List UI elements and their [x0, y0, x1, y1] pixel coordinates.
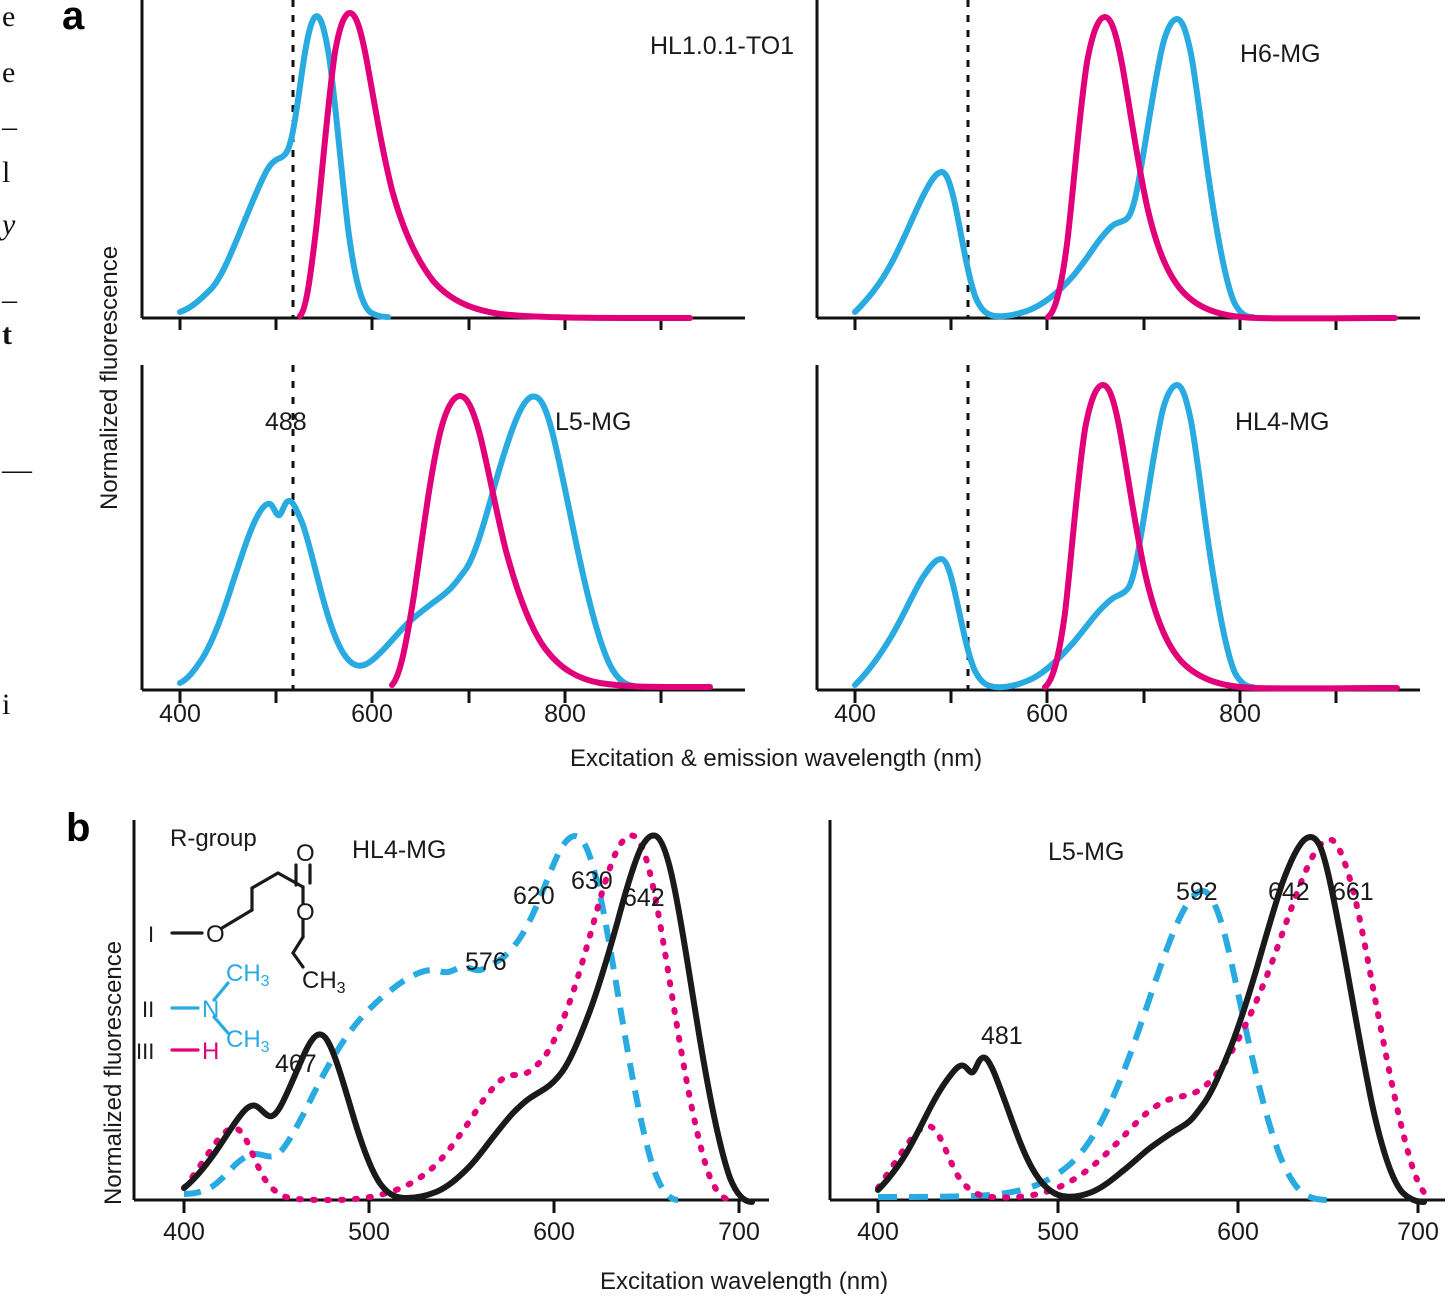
peak-label-467: 467 [275, 1050, 317, 1078]
peak-label-592: 592 [1176, 878, 1218, 906]
chart-hl4-mg-a [815, 365, 1420, 703]
panel-b-letter: b [66, 806, 91, 850]
excitation-curve-a4 [852, 382, 1256, 691]
x-tick-label: 400 [857, 1218, 899, 1246]
chart-hl4-mg-b [132, 820, 769, 1213]
chart-hl101-to1 [140, 0, 745, 330]
chart-l5-mg-a [140, 365, 745, 703]
x-tick-label: 600 [1217, 1218, 1259, 1246]
axes-b1 [132, 820, 769, 1213]
subplot-title-hl101-to1: HL1.0.1-TO1 [650, 32, 795, 60]
x-ticks-a1 [178, 318, 663, 330]
atom-label-o3: O [296, 899, 315, 926]
chemical-structure-diagram: O O O CH3 N CH3 CH3 H [170, 840, 346, 1065]
peak-label-630: 630 [571, 867, 613, 895]
x-tick-label: 600 [351, 700, 393, 728]
peak-label-576: 576 [465, 948, 507, 976]
peak-label-620: 620 [513, 882, 555, 910]
panel-b-x-axis-label: Excitation wavelength (nm) [600, 1268, 889, 1295]
structure-bonds-black [170, 863, 312, 969]
margin-text-fragment: y [2, 208, 16, 241]
legend-numeral-II: II [142, 997, 155, 1022]
r-group-legend-title: R-group [170, 825, 257, 852]
peak-label-661: 661 [1332, 878, 1374, 906]
series-I-curve-b1 [181, 832, 755, 1205]
structure-bonds-cyan [170, 981, 230, 1035]
subplot-title-hl4-mg-b: HL4-MG [352, 836, 447, 864]
series-III-curve-b2 [875, 836, 1435, 1203]
emission-curve-a3 [389, 393, 713, 690]
atom-label-o2: O [296, 840, 315, 867]
margin-text-fragment: t [2, 318, 12, 351]
subplot-title-l5-mg-b: L5-MG [1048, 838, 1125, 866]
x-ticks-b2 [876, 1200, 1420, 1213]
margin-text-fragment: l [2, 156, 11, 189]
x-tick-label: 500 [348, 1218, 390, 1246]
margin-text-fragment: — [2, 453, 32, 486]
margin-text-fragment: e [2, 0, 16, 33]
subplot-title-h6-mg: H6-MG [1240, 40, 1321, 68]
panel-a-x-axis-label: Excitation & emission wavelength (nm) [570, 745, 983, 772]
x-tick-label: 700 [1397, 1218, 1439, 1246]
peak-label-481: 481 [981, 1022, 1023, 1050]
margin-text-fragment: i [2, 688, 11, 721]
subplot-title-l5-mg-a: L5-MG [555, 408, 632, 436]
x-tick-label: 500 [1037, 1218, 1079, 1246]
dashed-line-label-488: 488 [265, 408, 307, 436]
legend-numeral-I: I [148, 922, 155, 947]
series-II-curve-b2 [877, 887, 1329, 1203]
x-tick-label: 600 [533, 1218, 575, 1246]
peak-label-642-b2: 642 [1268, 878, 1310, 906]
panel-a-y-axis-label: Normalized fluorescence [96, 245, 123, 510]
emission-curve-a4 [1042, 382, 1400, 692]
x-ticks-a3 [178, 690, 663, 703]
chart-l5-mg-b [828, 820, 1445, 1213]
series-II-curve-b1 [183, 833, 679, 1203]
excitation-curve-a2 [852, 16, 1256, 320]
x-tick-label: 800 [1219, 700, 1261, 728]
margin-text-fragment: – [2, 283, 17, 316]
series-III-curve-b1 [181, 832, 735, 1204]
atom-label-n: N [202, 996, 219, 1023]
subplot-title-hl4-mg-a: HL4-MG [1235, 408, 1330, 436]
x-tick-label: 600 [1026, 700, 1068, 728]
x-tick-label: 700 [718, 1218, 760, 1246]
excitation-curve-a3 [177, 393, 637, 689]
legend-numeral-III: III [136, 1039, 155, 1064]
axes-a3 [140, 365, 745, 703]
atom-label-h: H [202, 1038, 219, 1065]
margin-text-fragment: e [2, 56, 16, 89]
x-tick-label: 400 [159, 700, 201, 728]
peak-label-642: 642 [623, 884, 665, 912]
x-ticks-a4 [853, 690, 1338, 703]
margin-text-fragment: – [2, 110, 17, 143]
emission-curve-a1 [297, 10, 693, 321]
excitation-curve-a1 [177, 13, 391, 320]
x-tick-label: 400 [163, 1218, 205, 1246]
series-I-curve-b2 [875, 834, 1427, 1205]
atom-label-o1: O [206, 921, 225, 948]
emission-curve-a2 [1045, 14, 1398, 322]
x-ticks-b1 [182, 1200, 741, 1213]
x-tick-label: 800 [544, 700, 586, 728]
panel-a-letter: a [62, 0, 85, 38]
chart-h6-mg [815, 0, 1420, 330]
x-tick-label: 400 [834, 700, 876, 728]
